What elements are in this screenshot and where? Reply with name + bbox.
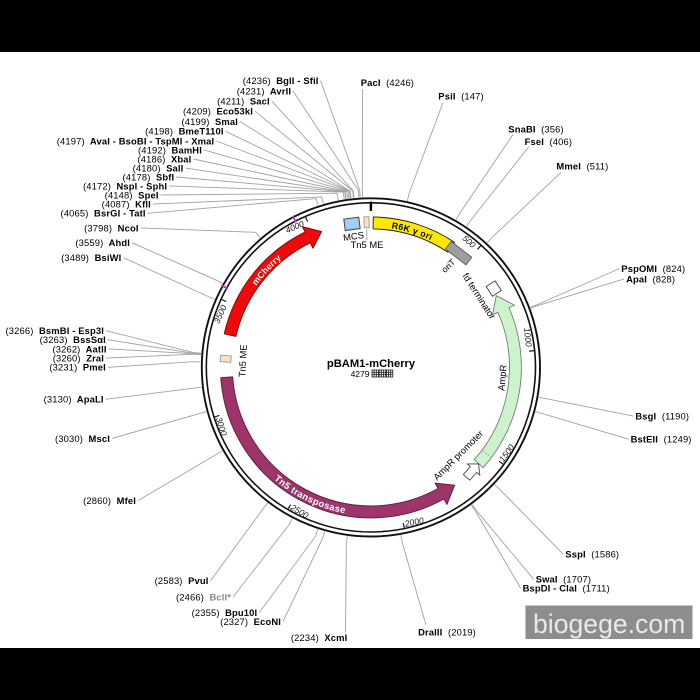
svg-text:1000: 1000 xyxy=(522,327,534,347)
svg-text:(4148) SpeI: (4148) SpeI xyxy=(105,189,159,200)
svg-text:(4197) AvaI - BsoBI - TspMI -: (4197) AvaI - BsoBI - TspMI - XmaI xyxy=(57,135,215,146)
svg-text:SnaBI (356): SnaBI (356) xyxy=(508,124,563,135)
svg-text:(3030) MscI: (3030) MscI xyxy=(55,433,110,444)
svg-text:(4209) Eco53kI: (4209) Eco53kI xyxy=(183,106,253,117)
svg-text:ApaI (828): ApaI (828) xyxy=(626,273,675,284)
svg-text:(3263) BssSαI: (3263) BssSαI xyxy=(40,334,106,345)
svg-text:(4065) BsrGI - TatI: (4065) BsrGI - TatI xyxy=(61,208,146,219)
svg-text:BstEII (1249): BstEII (1249) xyxy=(631,434,692,445)
svg-text:(4186) XbaI: (4186) XbaI xyxy=(137,153,191,164)
svg-text:(2466) BclI*: (2466) BclI* xyxy=(176,591,231,602)
svg-text:(2234) XcmI: (2234) XcmI xyxy=(291,632,348,643)
svg-text:FseI (406): FseI (406) xyxy=(525,136,573,147)
svg-text:MmeI (511): MmeI (511) xyxy=(556,161,608,172)
svg-text:(2327) EcoNI: (2327) EcoNI xyxy=(220,616,281,627)
svg-text:SspI (1586): SspI (1586) xyxy=(565,549,619,560)
svg-text:(3798) NcoI: (3798) NcoI xyxy=(84,222,138,233)
svg-text:(4199) SmaI: (4199) SmaI xyxy=(181,116,238,127)
svg-text:(3489) BsiWI: (3489) BsiWI xyxy=(61,252,121,263)
svg-text:(3262) AatII: (3262) AatII xyxy=(52,343,106,354)
svg-text:(4198) BmeT110I: (4198) BmeT110I xyxy=(145,126,224,137)
svg-text:(4172) NspI - SphI: (4172) NspI - SphI xyxy=(83,180,167,191)
svg-text:(2355) Bpu10I: (2355) Bpu10I xyxy=(192,607,258,618)
svg-text:2000: 2000 xyxy=(403,515,425,529)
svg-text:BspDI - ClaI (1711): BspDI - ClaI (1711) xyxy=(523,583,610,594)
svg-text:Tn5 ME: Tn5 ME xyxy=(351,239,384,250)
svg-text:4279: 4279 xyxy=(351,369,370,379)
svg-text:PacI (4246): PacI (4246) xyxy=(361,77,414,88)
svg-text:Tn5 ME: Tn5 ME xyxy=(236,344,249,377)
svg-text:(2860) MfeI: (2860) MfeI xyxy=(83,495,136,506)
svg-text:(4231) AvrII: (4231) AvrII xyxy=(237,86,291,97)
svg-text:(4180) SalI: (4180) SalI xyxy=(133,163,184,174)
svg-text:(3130) ApaLI: (3130) ApaLI xyxy=(44,394,104,405)
svg-text:(3559) AhdI: (3559) AhdI xyxy=(75,237,130,248)
svg-text:(3260) ZraI: (3260) ZraI xyxy=(53,353,104,364)
svg-text:BsgI (1190): BsgI (1190) xyxy=(635,411,689,422)
svg-text:(3266) BsmBI - Esp3I: (3266) BsmBI - Esp3I xyxy=(6,325,105,336)
svg-text:SwaI (1707): SwaI (1707) xyxy=(536,574,591,585)
svg-text:(4178) SbfI: (4178) SbfI xyxy=(122,171,174,182)
svg-text:pBAM1-mCherry: pBAM1-mCherry xyxy=(327,358,416,370)
svg-text:(4236) BglI - SfiI: (4236) BglI - SfiI xyxy=(243,75,319,86)
svg-text:DraIII (2019): DraIII (2019) xyxy=(418,626,476,637)
svg-text:(4192) BamHI: (4192) BamHI xyxy=(138,144,202,155)
svg-text:(2583) PvuI: (2583) PvuI xyxy=(155,575,209,586)
svg-text:PsiI (147): PsiI (147) xyxy=(438,91,483,102)
svg-text:(3231) PmeI: (3231) PmeI xyxy=(49,362,106,373)
svg-text:(4087) KflI: (4087) KflI xyxy=(102,199,151,210)
svg-text:biogege.com: biogege.com xyxy=(533,609,685,639)
svg-text:PspOMI (824): PspOMI (824) xyxy=(621,263,685,274)
svg-text:MCS: MCS xyxy=(342,229,364,243)
svg-text:AmpR: AmpR xyxy=(496,364,509,391)
svg-text:(4211) SacI: (4211) SacI xyxy=(217,96,270,107)
